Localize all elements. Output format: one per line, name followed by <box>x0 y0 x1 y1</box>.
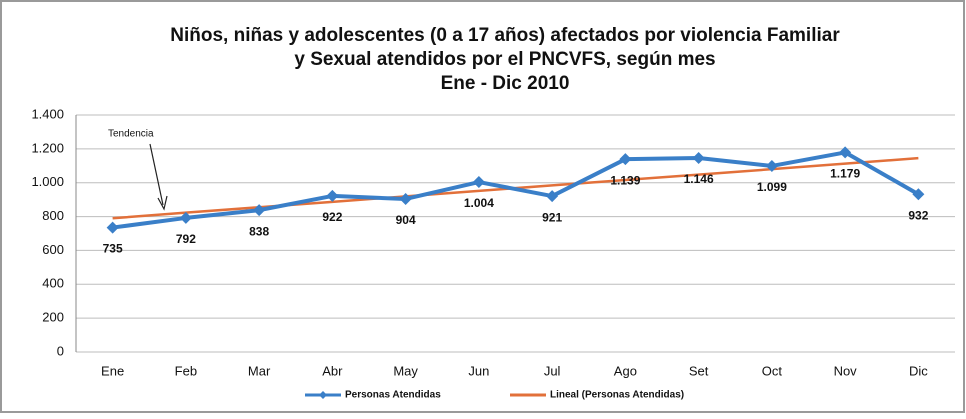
data-label: 1.099 <box>757 180 787 194</box>
x-tick-label: Ene <box>101 363 124 378</box>
x-tick-label: Jun <box>468 363 489 378</box>
y-tick-label: 1.400 <box>31 106 64 121</box>
x-tick-label: Set <box>689 363 709 378</box>
data-point <box>179 211 192 224</box>
annotation: Tendencia <box>108 129 154 140</box>
data-point <box>399 192 412 205</box>
data-label: 792 <box>176 232 196 246</box>
y-tick-label: 400 <box>42 276 64 291</box>
legend-label: Lineal (Personas Atendidas) <box>550 390 684 401</box>
data-point <box>619 153 632 166</box>
data-label: 1.004 <box>464 196 494 210</box>
y-tick-label: 600 <box>42 242 64 257</box>
data-label: 1.179 <box>830 167 860 181</box>
x-tick-label: Feb <box>175 363 197 378</box>
chart-title: Ene - Dic 2010 <box>441 73 570 94</box>
legend-label: Personas Atendidas <box>345 390 441 401</box>
data-point <box>253 204 266 217</box>
x-tick-label: Mar <box>248 363 271 378</box>
data-point <box>106 221 119 234</box>
y-tick-label: 0 <box>57 343 64 358</box>
x-tick-label: Ago <box>614 363 637 378</box>
x-tick-label: Jul <box>544 363 561 378</box>
data-label: 922 <box>322 210 342 224</box>
x-tick-label: Dic <box>909 363 928 378</box>
annotation-arrow <box>149 143 164 206</box>
y-tick-label: 200 <box>42 310 64 325</box>
y-tick-label: 1.000 <box>31 174 64 189</box>
data-label: 932 <box>908 208 928 222</box>
data-label: 735 <box>103 242 123 256</box>
data-line <box>112 150 920 230</box>
data-label: 921 <box>542 210 562 224</box>
data-label: 1.146 <box>684 172 714 186</box>
x-tick-label: Nov <box>834 363 858 378</box>
x-tick-label: Abr <box>322 363 343 378</box>
data-label: 838 <box>249 224 269 238</box>
chart-title: Niños, niñas y adolescentes (0 a 17 años… <box>170 25 840 46</box>
data-point <box>326 189 339 202</box>
x-tick-label: May <box>393 363 418 378</box>
legend-marker <box>319 391 327 399</box>
data-label: 904 <box>396 213 416 227</box>
data-point <box>839 146 852 159</box>
data-point <box>912 188 925 201</box>
y-tick-label: 1.200 <box>31 140 64 155</box>
data-label: 1.139 <box>610 173 640 187</box>
data-point <box>692 151 705 164</box>
y-tick-label: 800 <box>42 208 64 223</box>
annotation-arrowhead <box>157 195 168 211</box>
chart-title: y Sexual atendidos por el PNCVFS, según … <box>294 49 715 70</box>
data-point <box>546 190 559 203</box>
x-tick-label: Oct <box>762 363 783 378</box>
data-point <box>472 176 485 189</box>
data-point <box>765 159 778 172</box>
